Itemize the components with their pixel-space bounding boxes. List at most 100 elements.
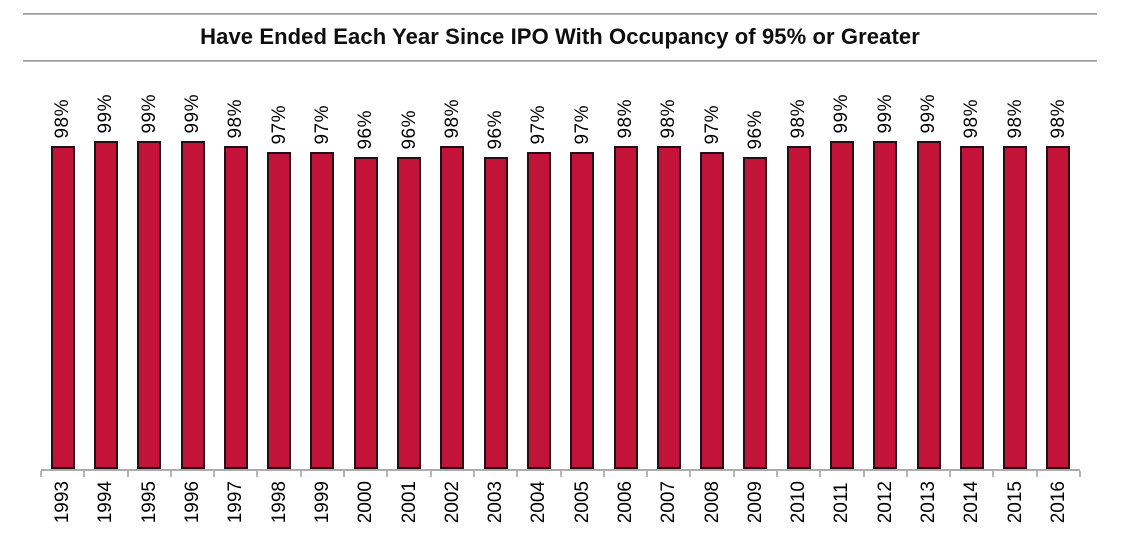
x-label-1996: 1996 bbox=[182, 480, 204, 523]
bar-2008 bbox=[700, 151, 725, 469]
bar-2014 bbox=[959, 145, 984, 469]
bar-column-2009: 96% bbox=[734, 110, 777, 469]
bar-1996 bbox=[180, 140, 205, 469]
x-label-2003: 2003 bbox=[485, 480, 507, 523]
bar-column-2000: 96% bbox=[344, 110, 387, 469]
x-label-cell: 2006 bbox=[604, 481, 647, 523]
bar-2002 bbox=[440, 145, 465, 469]
bar-value-label: 97% bbox=[528, 104, 550, 145]
bar-2013 bbox=[916, 140, 941, 469]
x-label-cell: 1998 bbox=[257, 481, 300, 523]
x-label-cell: 1995 bbox=[128, 481, 171, 523]
bar-value-label: 97% bbox=[571, 104, 593, 145]
x-label-cell: 2010 bbox=[777, 481, 820, 523]
x-label-cell: 1996 bbox=[171, 481, 214, 523]
x-axis-labels: 1993 1994 1995 1996 1997 1998 1999 2000 2001 2002… bbox=[41, 481, 1080, 523]
bar-column-2008: 97% bbox=[690, 105, 733, 469]
x-label-2000: 2000 bbox=[355, 480, 377, 523]
bar-column-1998: 97% bbox=[257, 105, 300, 469]
x-label-cell: 1997 bbox=[214, 481, 257, 523]
bar-value-label: 96% bbox=[485, 109, 507, 150]
x-label-2010: 2010 bbox=[788, 480, 810, 523]
axis-tick bbox=[386, 470, 389, 477]
bar-value-label: 98% bbox=[788, 98, 810, 139]
x-label-2006: 2006 bbox=[615, 480, 636, 523]
bar-2012 bbox=[873, 140, 898, 469]
bar-value-label: 98% bbox=[52, 98, 74, 139]
bar-column-2007: 98% bbox=[647, 99, 690, 469]
bar-value-label: 98% bbox=[441, 98, 463, 139]
bar-value-label: 98% bbox=[1004, 98, 1026, 139]
plot-area: 98% 99% 99% 99% 98% 97% 97% 96% 96% 98% 96% 97% 97% 9… bbox=[41, 84, 1080, 471]
axis-tick bbox=[775, 470, 778, 477]
bar-2001 bbox=[397, 156, 422, 469]
bar-2011 bbox=[829, 140, 854, 469]
x-label-2015: 2015 bbox=[1004, 480, 1026, 523]
bar-1999 bbox=[310, 151, 335, 469]
x-label-2016: 2016 bbox=[1047, 480, 1069, 523]
x-label-cell: 2015 bbox=[994, 481, 1037, 523]
x-label-cell: 1994 bbox=[84, 481, 127, 523]
bar-1998 bbox=[267, 151, 292, 469]
axis-tick bbox=[299, 470, 302, 477]
bar-2005 bbox=[570, 151, 595, 469]
bar-value-label: 99% bbox=[831, 93, 853, 134]
bar-column-2016: 98% bbox=[1037, 99, 1080, 469]
title-bottom-rule bbox=[23, 59, 1097, 62]
bar-column-2001: 96% bbox=[387, 110, 430, 469]
bar-value-label: 99% bbox=[138, 93, 160, 134]
bar-2006 bbox=[613, 145, 638, 469]
bar-value-label: 96% bbox=[355, 109, 377, 150]
x-label-cell: 2000 bbox=[344, 481, 387, 523]
bar-column-2002: 98% bbox=[431, 99, 474, 469]
bar-column-2004: 97% bbox=[517, 105, 560, 469]
axis-tick bbox=[40, 470, 42, 477]
axis-tick bbox=[819, 470, 822, 477]
x-label-1997: 1997 bbox=[225, 480, 247, 523]
x-label-2009: 2009 bbox=[744, 480, 766, 523]
bar-value-label: 99% bbox=[95, 93, 117, 134]
chart-header: Have Ended Each Year Since IPO With Occu… bbox=[23, 13, 1097, 62]
x-label-cell: 1993 bbox=[41, 481, 84, 523]
chart-title: Have Ended Each Year Since IPO With Occu… bbox=[200, 24, 920, 49]
axis-tick bbox=[732, 470, 735, 477]
bar-1993 bbox=[50, 145, 75, 469]
title-top-rule bbox=[23, 13, 1097, 15]
axis-tick bbox=[83, 470, 86, 477]
axis-tick bbox=[213, 470, 216, 477]
bar-column-1993: 98% bbox=[41, 99, 84, 469]
x-label-1993: 1993 bbox=[52, 480, 74, 523]
x-label-cell: 2004 bbox=[517, 481, 560, 523]
bar-value-label: 96% bbox=[398, 109, 420, 150]
bar-value-label: 98% bbox=[615, 98, 636, 139]
axis-tick bbox=[472, 470, 475, 477]
axis-tick bbox=[256, 470, 259, 477]
x-label-cell: 2002 bbox=[431, 481, 474, 523]
bar-2016 bbox=[1046, 145, 1071, 469]
x-label-cell: 2014 bbox=[950, 481, 993, 523]
bar-value-label: 98% bbox=[658, 98, 680, 139]
x-axis bbox=[40, 470, 1081, 478]
bar-value-label: 96% bbox=[744, 109, 766, 150]
bar-value-label: 98% bbox=[961, 98, 983, 139]
x-label-2004: 2004 bbox=[528, 480, 550, 523]
bar-value-label: 97% bbox=[268, 104, 290, 145]
axis-tick bbox=[602, 470, 605, 477]
bar-value-label: 99% bbox=[874, 93, 896, 134]
x-label-cell: 2005 bbox=[561, 481, 604, 523]
bar-column-2006: 98% bbox=[604, 99, 647, 469]
x-label-1999: 1999 bbox=[311, 480, 333, 523]
axis-tick bbox=[862, 470, 865, 477]
axis-tick bbox=[343, 470, 346, 477]
bar-2015 bbox=[1003, 145, 1028, 469]
occupancy-bar-chart-page: Have Ended Each Year Since IPO With Occu… bbox=[0, 13, 1124, 559]
x-label-2002: 2002 bbox=[441, 480, 463, 523]
x-label-cell: 2012 bbox=[864, 481, 907, 523]
x-label-cell: 2013 bbox=[907, 481, 950, 523]
x-label-cell: 2003 bbox=[474, 481, 517, 523]
x-label-2012: 2012 bbox=[874, 480, 896, 523]
axis-tick bbox=[949, 470, 952, 477]
axis-tick bbox=[126, 470, 129, 477]
x-label-2007: 2007 bbox=[658, 480, 680, 523]
x-label-cell: 2001 bbox=[387, 481, 430, 523]
